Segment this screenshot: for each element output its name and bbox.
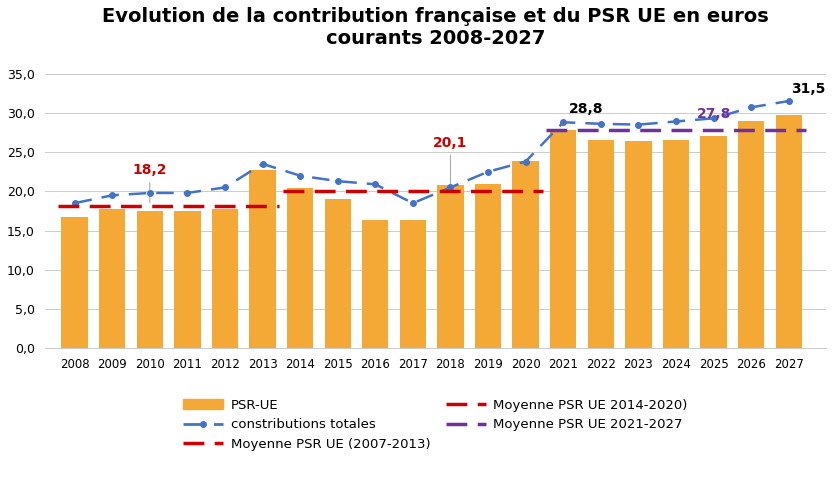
Bar xyxy=(437,185,463,348)
Bar xyxy=(250,170,276,348)
Bar xyxy=(587,140,614,348)
Text: 28,8: 28,8 xyxy=(569,102,603,116)
Bar xyxy=(324,199,351,348)
Text: 18,2: 18,2 xyxy=(132,163,167,203)
Bar xyxy=(776,115,802,348)
Legend: PSR-UE, constributions totales, Moyenne PSR UE (2007-2013), Moyenne PSR UE 2014-: PSR-UE, constributions totales, Moyenne … xyxy=(183,399,688,451)
Bar xyxy=(99,209,126,348)
Bar xyxy=(701,136,727,348)
Bar xyxy=(475,183,501,348)
Bar xyxy=(137,211,163,348)
Bar xyxy=(400,220,426,348)
Bar xyxy=(513,161,539,348)
Bar xyxy=(174,211,200,348)
Text: 20,1: 20,1 xyxy=(433,136,468,188)
Bar xyxy=(287,188,313,348)
Bar xyxy=(738,121,764,348)
Bar xyxy=(212,209,238,348)
Bar xyxy=(663,140,689,348)
Bar xyxy=(550,130,577,348)
Bar xyxy=(625,141,652,348)
Bar xyxy=(61,217,88,348)
Text: 31,5: 31,5 xyxy=(790,81,825,95)
Title: Evolution de la contribution française et du PSR UE en euros
courants 2008-2027: Evolution de la contribution française e… xyxy=(102,7,768,48)
Text: 27,8: 27,8 xyxy=(696,106,731,121)
Bar xyxy=(362,220,389,348)
